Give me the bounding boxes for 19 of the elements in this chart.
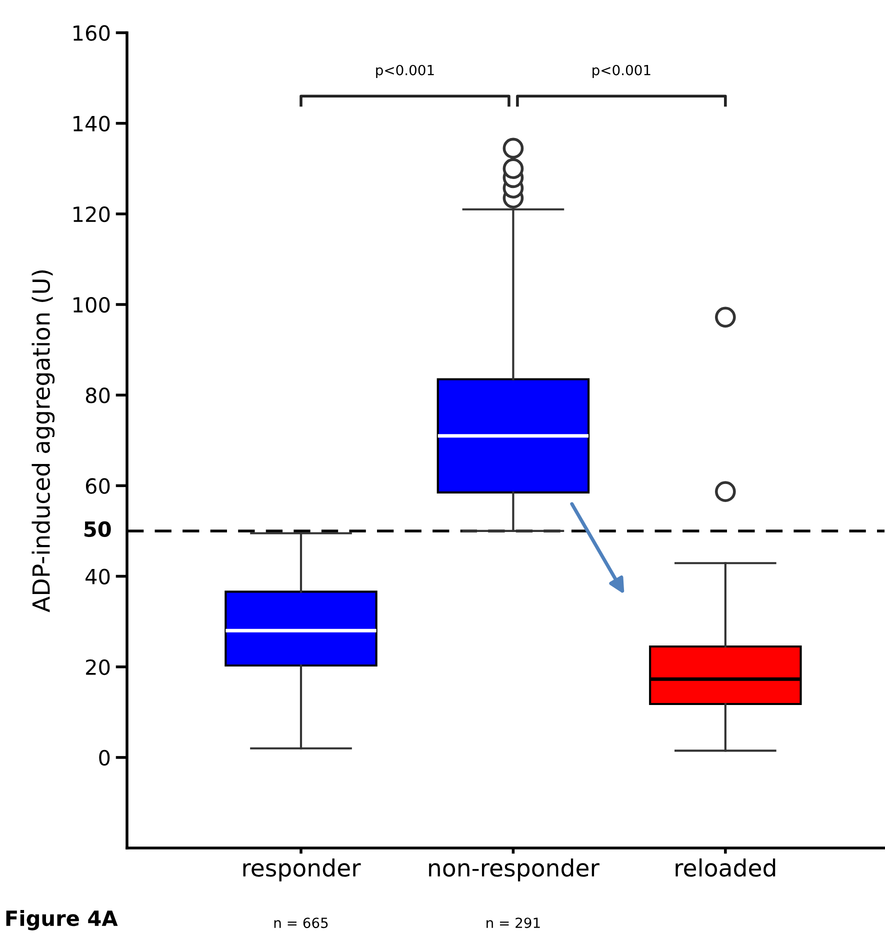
x-tick-label: responder	[243, 858, 361, 882]
text: Figure 4A	[6, 910, 118, 930]
text: n = 291	[486, 918, 540, 928]
annotation: p<0.001	[376, 64, 434, 78]
y-tick-label: 40	[86, 568, 110, 584]
y-tick-label: 140	[74, 116, 110, 132]
y-tick-label: 160	[74, 25, 110, 41]
y-tick-label: 20	[86, 659, 110, 676]
x-tick-label: non-responder	[429, 858, 600, 882]
y-tick-label: 0	[99, 750, 110, 766]
y-tick-label: 60	[86, 478, 110, 494]
ref-line-label: 50	[84, 521, 111, 538]
y-tick-label: 100	[74, 296, 110, 313]
y-tick-label: 120	[74, 206, 110, 222]
y-tick-label: 80	[86, 388, 110, 404]
text: n = 665	[274, 918, 328, 928]
annotation: p<0.001	[592, 64, 650, 78]
y-axis-title: ADP-induced aggregation (U)	[32, 270, 55, 612]
x-tick-label: reloaded	[676, 858, 776, 877]
